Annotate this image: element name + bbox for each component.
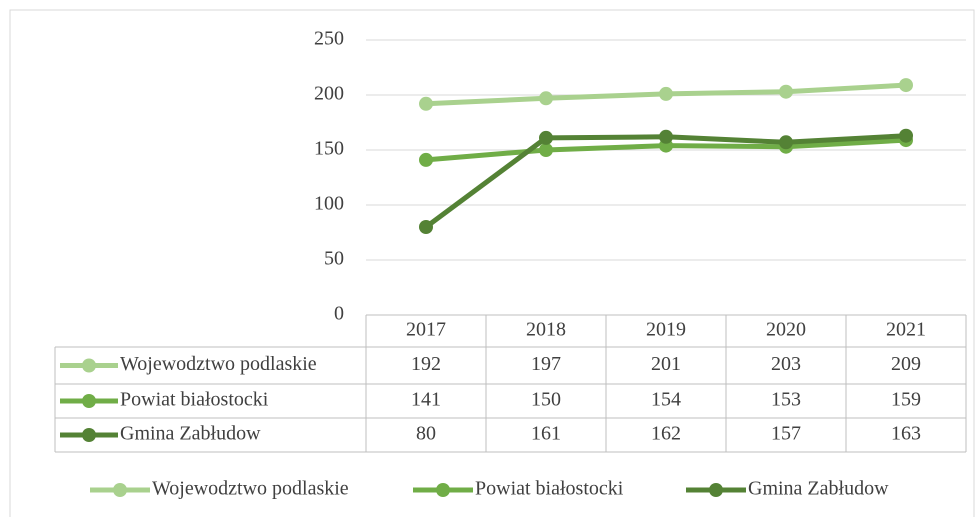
table-cell: 197 — [531, 353, 561, 375]
x-tick-label: 2017 — [406, 319, 446, 341]
table-cell: 203 — [771, 353, 801, 375]
table-cell: 141 — [411, 389, 441, 411]
x-tick-label: 2020 — [766, 319, 806, 341]
table-cell: 163 — [891, 423, 921, 445]
table-cell: 157 — [771, 423, 801, 445]
y-tick-label: 100 — [314, 193, 344, 215]
table-cell: 150 — [531, 389, 561, 411]
y-tick-label: 250 — [314, 28, 344, 50]
table-cell: 161 — [531, 423, 561, 445]
table-legend-key — [82, 394, 96, 408]
table-cell: 201 — [651, 353, 681, 375]
y-tick-label: 200 — [314, 83, 344, 105]
table-cell: 192 — [411, 353, 441, 375]
point — [899, 128, 913, 143]
table-series-name: Powiat białostocki — [120, 389, 269, 411]
point — [419, 96, 433, 111]
table-series-name: Gmina Zabłudow — [120, 423, 261, 445]
legend-label: Powiat białostocki — [475, 478, 624, 500]
table-cell: 153 — [771, 389, 801, 411]
x-tick-label: 2019 — [646, 319, 686, 341]
table-cell: 154 — [651, 389, 681, 411]
table-series-name: Wojewodztwo podlaskie — [120, 353, 317, 375]
table-cell: 209 — [891, 353, 921, 375]
table-cell: 80 — [416, 423, 436, 445]
y-tick-label: 0 — [334, 303, 344, 325]
x-tick-label: 2018 — [526, 319, 566, 341]
table-legend-key — [82, 358, 96, 373]
table-cell: 159 — [891, 389, 921, 411]
point — [779, 135, 793, 150]
point — [539, 91, 553, 106]
legend-label: Wojewodztwo podlaskie — [152, 478, 349, 500]
point — [419, 152, 433, 167]
point — [659, 129, 673, 144]
legend-key — [113, 483, 127, 497]
point — [899, 78, 913, 93]
table-cell: 162 — [651, 423, 681, 445]
point — [539, 143, 553, 157]
x-tick-label: 2021 — [886, 319, 926, 341]
point — [419, 220, 433, 234]
legend-label: Gmina Zabłudow — [748, 478, 889, 500]
point — [779, 84, 793, 99]
y-tick-label: 150 — [314, 138, 344, 160]
point — [539, 130, 553, 145]
legend-key — [709, 483, 723, 497]
point — [659, 86, 673, 101]
legend-key — [436, 483, 450, 497]
y-tick-label: 50 — [324, 248, 344, 270]
table-legend-key — [82, 428, 96, 442]
